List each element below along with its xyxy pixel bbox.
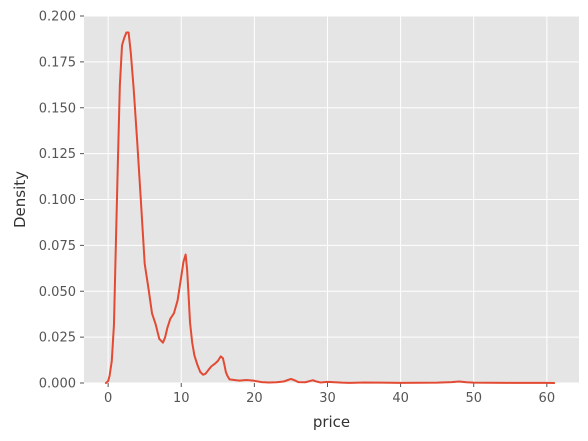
y-tick-label: 0.075 <box>39 239 76 254</box>
x-axis-label: price <box>313 413 350 431</box>
y-tick-label: 0.150 <box>39 101 76 116</box>
x-tick-label: 0 <box>104 391 112 406</box>
y-tick-label: 0.200 <box>39 10 76 25</box>
y-axis-label: Density <box>11 171 29 228</box>
y-tick-label: 0.125 <box>39 147 76 162</box>
x-tick-label: 40 <box>392 391 409 406</box>
y-tick-label: 0.050 <box>39 285 76 300</box>
x-tick-label: 60 <box>539 391 556 406</box>
x-tick-label: 20 <box>246 391 263 406</box>
x-tick-label: 30 <box>319 391 336 406</box>
x-tick-label: 50 <box>465 391 482 406</box>
density-curve <box>104 31 556 384</box>
tick-labels: 0 10 20 30 40 50 60 0.000 0.025 0.050 0.075 0.100 0.… <box>39 10 555 407</box>
series <box>104 31 556 384</box>
y-tick-label: 0.175 <box>39 55 76 70</box>
y-tick-label: 0.100 <box>39 193 76 208</box>
x-tick-label: 10 <box>173 391 190 406</box>
y-tick-label: 0.025 <box>39 331 76 346</box>
y-tick-label: 0.000 <box>39 377 76 392</box>
grid <box>84 15 579 384</box>
